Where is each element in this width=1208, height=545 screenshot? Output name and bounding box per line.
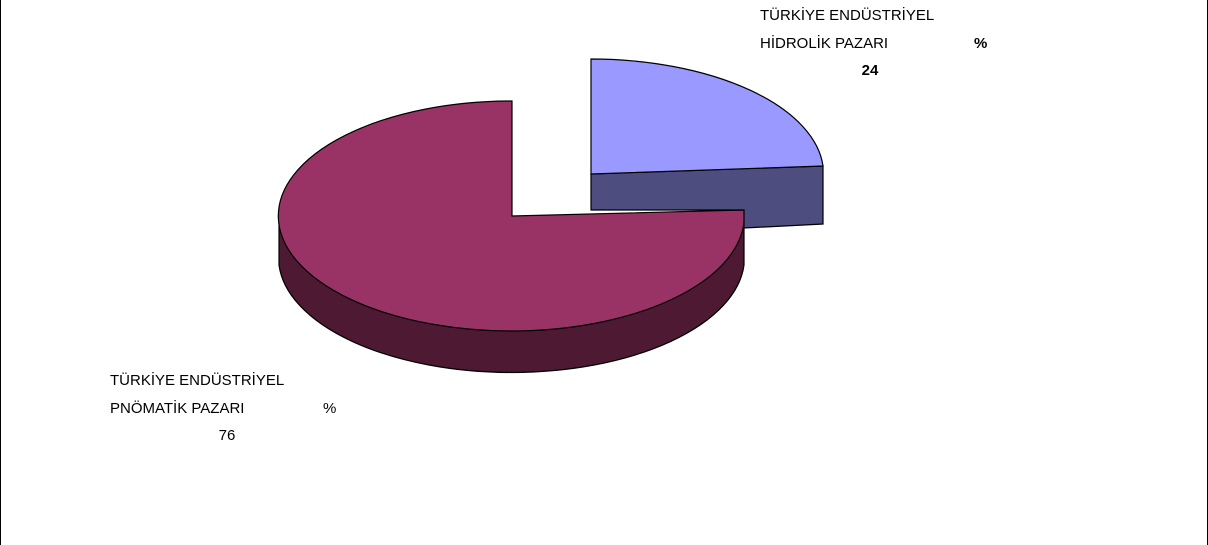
- label-pneumatic-pct: %: [323, 400, 336, 417]
- label-hydraulic-line1: TÜRKİYE ENDÜSTRİYEL: [760, 6, 934, 24]
- label-pneumatic-line2: PNÖMATİK PAZARI: [110, 399, 244, 417]
- slice-hydraulic-top: [591, 59, 823, 174]
- label-hydraulic-value: 24: [862, 62, 879, 79]
- label-pneumatic-line1: TÜRKİYE ENDÜSTRİYEL: [110, 371, 284, 389]
- label-hydraulic-pct: %: [974, 35, 987, 52]
- label-pneumatic: TÜRKİYE ENDÜSTRİYEL PNÖMATİK PAZARI % 76: [110, 371, 336, 444]
- label-pneumatic-value: 76: [219, 427, 236, 444]
- slice-hydraulic: [591, 59, 823, 228]
- label-hydraulic: TÜRKİYE ENDÜSTRİYEL HİDROLİK PAZARI % 24: [760, 6, 987, 79]
- label-hydraulic-line2: HİDROLİK PAZARI: [760, 34, 888, 52]
